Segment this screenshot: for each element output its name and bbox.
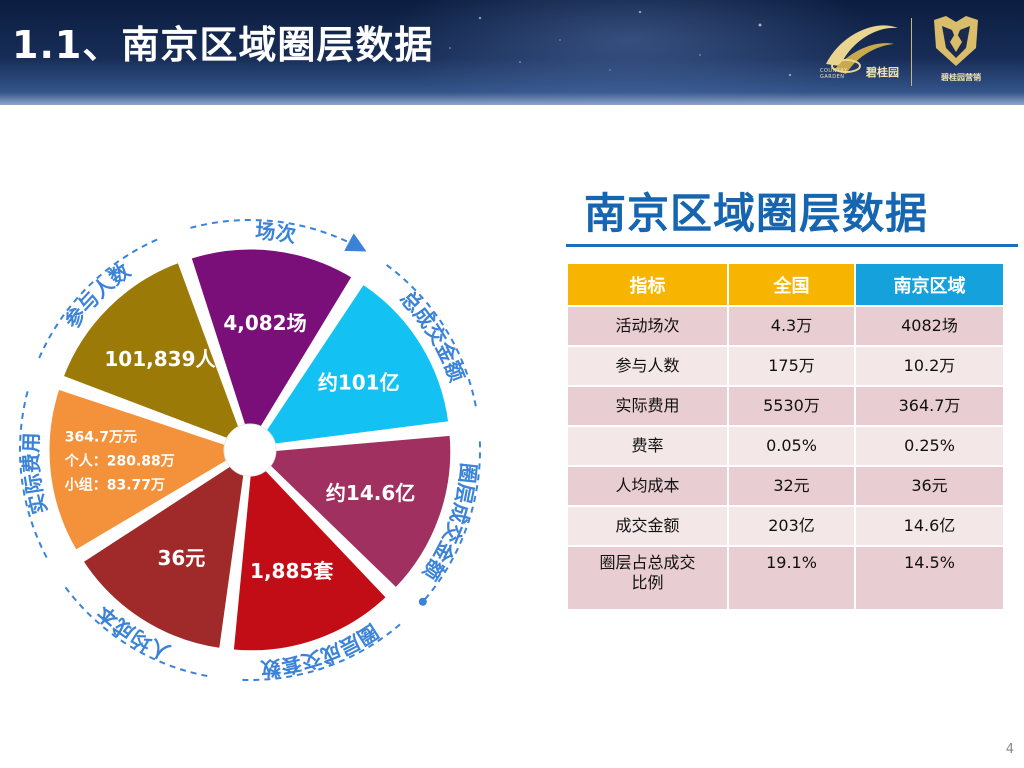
cell-national: 175万 xyxy=(727,345,856,387)
table-header-row: 指标 全国 南京区域 xyxy=(566,262,1005,307)
outer-arcs xyxy=(19,219,481,681)
header-nanjing: 南京区域 xyxy=(854,262,1005,307)
cell-national: 4.3万 xyxy=(727,305,856,347)
section-title: 南京区域圈层数据 xyxy=(584,189,929,238)
header-national: 全国 xyxy=(727,262,856,307)
segment-value-label: 约14.6亿 xyxy=(326,481,415,505)
table-row: 活动场次 4.3万 4082场 xyxy=(566,305,1005,347)
segment-value-label: 364.7万元个人：280.88万小组：83.77万 xyxy=(64,430,175,494)
arc-end-dot xyxy=(418,597,427,606)
brand-en: COUNTRY GARDEN xyxy=(820,68,848,80)
cell-indicator: 人均成本 xyxy=(566,465,729,507)
comparison-table: 指标 全国 南京区域 活动场次 4.3万 4082场 参与人数 175万 10.… xyxy=(566,262,1005,611)
wheel-segment xyxy=(46,386,250,554)
table-row: 圈层占总成交 比例 19.1% 14.5% xyxy=(566,545,1005,611)
page-number: 4 xyxy=(1005,742,1014,757)
wheel-segment xyxy=(230,450,390,654)
wheel-segments xyxy=(46,246,454,654)
title-rule xyxy=(566,244,1018,247)
cell-nanjing: 0.25% xyxy=(854,425,1005,467)
segment-value-label: 4,082场 xyxy=(223,311,306,335)
wheel-segment xyxy=(188,246,356,450)
wheel-segment xyxy=(250,280,452,450)
segment-value-label: 101,839人 xyxy=(104,347,216,371)
segment-value-line: 小组：83.77万 xyxy=(65,477,165,494)
cell-indicator: 成交金额 xyxy=(566,505,729,547)
logo-divider xyxy=(911,18,912,86)
swirl-logo-icon xyxy=(826,25,898,74)
wheel-hub xyxy=(223,423,277,477)
segment-outer-label: 场次 xyxy=(254,219,297,248)
table-row: 实际费用 5530万 364.7万 xyxy=(566,385,1005,427)
cell-indicator: 圈层占总成交 比例 xyxy=(566,545,729,611)
wheel-segment xyxy=(250,432,454,592)
table-row: 参与人数 175万 10.2万 xyxy=(566,345,1005,387)
brand-cn: 碧桂园 xyxy=(866,66,899,79)
cell-indicator: 参与人数 xyxy=(566,345,729,387)
cell-indicator: 费率 xyxy=(566,425,729,467)
cell-nanjing: 10.2万 xyxy=(854,345,1005,387)
segment-value-line: 个人：280.88万 xyxy=(64,453,175,470)
header-banner: 1.1、南京区域圈层数据 COUNTRY GARDEN 碧桂园 碧桂园营销 xyxy=(0,0,1024,105)
wheel-segment xyxy=(79,450,250,652)
cell-nanjing: 4082场 xyxy=(854,305,1005,347)
cell-indicator: 活动场次 xyxy=(566,305,729,347)
table-row: 人均成本 32元 36元 xyxy=(566,465,1005,507)
wheel-segment xyxy=(60,259,250,450)
cell-nanjing: 36元 xyxy=(854,465,1005,507)
segment-outer-label-path: 场次 xyxy=(254,219,297,248)
logo-area: COUNTRY GARDEN 碧桂园 碧桂园营销 xyxy=(816,10,1016,90)
table-row: 成交金额 203亿 14.6亿 xyxy=(566,505,1005,547)
cell-nanjing: 364.7万 xyxy=(854,385,1005,427)
cell-indicator: 实际费用 xyxy=(566,385,729,427)
page-title: 1.1、南京区域圈层数据 xyxy=(12,23,434,67)
table-row: 费率 0.05% 0.25% xyxy=(566,425,1005,467)
club-cn: 碧桂园营销 xyxy=(941,73,981,82)
cell-national: 19.1% xyxy=(727,545,856,611)
cell-nanjing: 14.6亿 xyxy=(854,505,1005,547)
segment-value-label: 1,885套 xyxy=(250,559,333,583)
header-stars xyxy=(0,0,1024,105)
shield-logo-icon xyxy=(934,16,978,66)
cell-national: 0.05% xyxy=(727,425,856,467)
cell-national: 5530万 xyxy=(727,385,856,427)
segment-value-line: 364.7万元 xyxy=(65,430,137,446)
segment-value-label: 约101亿 xyxy=(318,370,400,394)
cell-national: 203亿 xyxy=(727,505,856,547)
cell-national: 32元 xyxy=(727,465,856,507)
cell-nanjing: 14.5% xyxy=(854,545,1005,611)
header-indicator: 指标 xyxy=(566,262,729,307)
segment-value-label: 36元 xyxy=(157,546,205,570)
